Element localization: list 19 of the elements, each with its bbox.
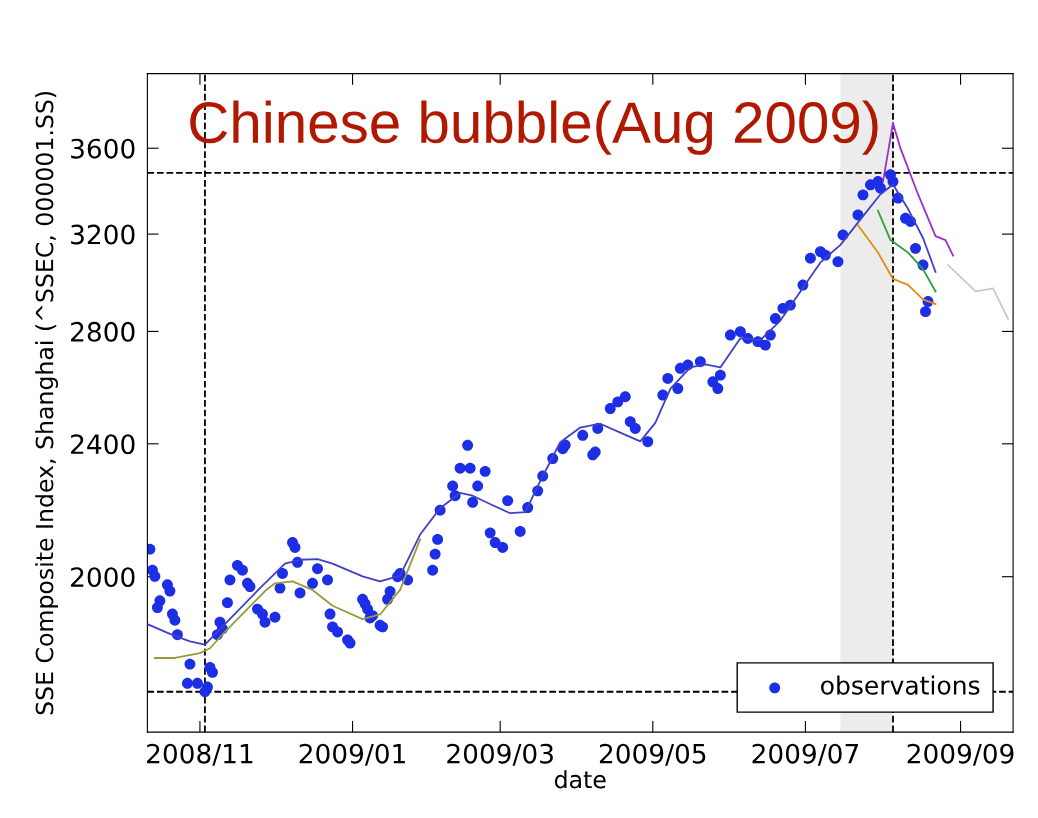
y-tick-label: 2400 <box>71 434 135 455</box>
chart-title: Chinese bubble(Aug 2009) <box>190 100 878 155</box>
legend-label: observations <box>821 675 980 695</box>
line-series <box>947 264 1009 320</box>
y-tick-label: 2000 <box>71 567 135 588</box>
x-tick-label: 2009/05 <box>599 743 706 766</box>
y-tick-label: 3200 <box>71 224 135 245</box>
y-tick-label: 2800 <box>71 321 135 342</box>
x-tick-label: 2009/07 <box>752 743 858 766</box>
y-axis-title: SSE Composite Index, Shanghai (^SSEC, 000001.SS) <box>35 91 59 715</box>
x-tick-label: 2009/03 <box>447 743 553 766</box>
line-series <box>877 209 937 293</box>
line-series <box>857 224 937 305</box>
line-series <box>153 538 422 659</box>
x-tick-label: 2009/01 <box>299 743 405 766</box>
x-axis-title: date <box>554 770 606 789</box>
y-tick-label: 3600 <box>71 138 135 159</box>
x-tick-label: 2009/09 <box>907 743 1014 766</box>
x-tick-label: 2008/11 <box>147 743 253 766</box>
